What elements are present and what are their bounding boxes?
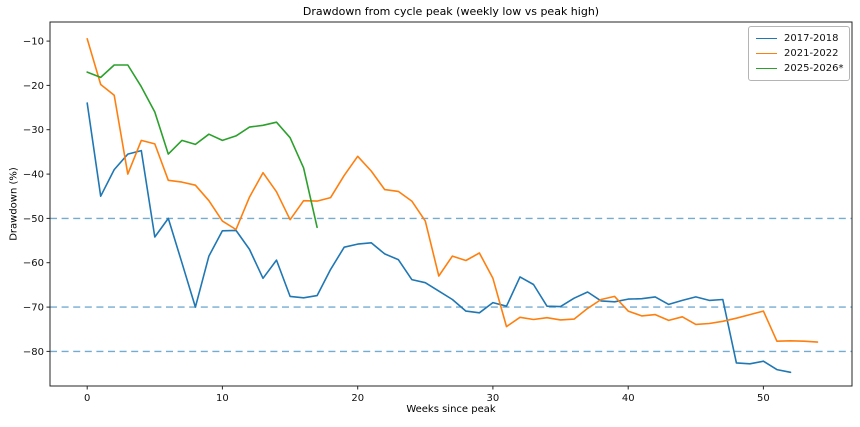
series-line-2025-2026*: [86, 64, 318, 229]
y-tick-label: −80: [23, 347, 44, 358]
legend-line-swatch: [756, 68, 777, 69]
legend-label: 2025-2026*: [784, 63, 844, 74]
x-tick-label: 10: [216, 393, 229, 404]
legend-item: 2025-2026*: [756, 61, 844, 76]
series-line-2017-2018: [86, 102, 792, 374]
x-axis-label: Weeks since peak: [406, 404, 496, 415]
x-tick-label: 20: [351, 393, 364, 404]
y-tick-label: −10: [23, 37, 44, 48]
chart-title: Drawdown from cycle peak (weekly low vs …: [302, 5, 600, 18]
y-tick-label: −20: [23, 81, 44, 92]
y-tick-label: −40: [23, 170, 44, 181]
y-tick-label: −60: [23, 258, 44, 269]
x-tick-label: 50: [757, 393, 770, 404]
legend-label: 2021-2022: [784, 48, 839, 59]
y-tick-label: −50: [23, 214, 44, 225]
legend-line-swatch: [756, 53, 777, 54]
legend-line-swatch: [756, 38, 777, 39]
y-tick-label: −30: [23, 125, 44, 136]
y-axis-label: Drawdown (%): [8, 167, 20, 241]
legend-box: 2017-2018 2021-2022 2025-2026*: [748, 26, 850, 81]
legend-item: 2017-2018: [756, 31, 843, 46]
x-tick-label: 0: [84, 393, 90, 404]
legend-item: 2021-2022: [756, 46, 843, 61]
legend-label: 2017-2018: [784, 33, 839, 44]
axes-spine: [49, 21, 853, 387]
x-tick-label: 30: [487, 393, 500, 404]
series-line-2021-2022: [86, 37, 819, 343]
x-tick-label: 40: [622, 393, 635, 404]
y-tick-label: −70: [23, 303, 44, 314]
